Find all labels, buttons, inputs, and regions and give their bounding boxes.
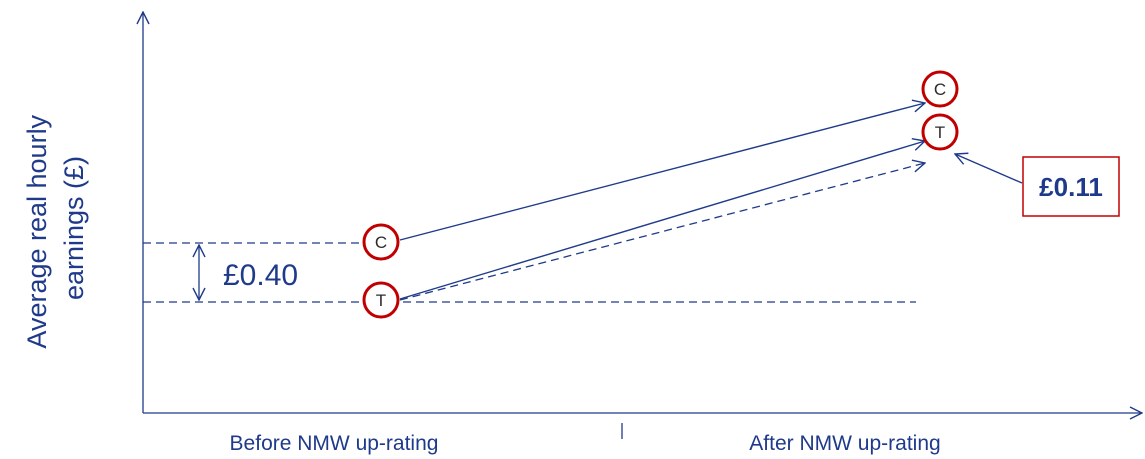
control-trend-line	[399, 103, 925, 241]
treatment-trend-line	[399, 141, 925, 300]
control-before-node: C	[362, 223, 400, 261]
callout-pointer-arrow	[955, 154, 1023, 184]
svg-text:T: T	[376, 291, 386, 310]
treatment-after-node: T	[921, 113, 959, 151]
gap-after-label: £0.11	[1039, 172, 1103, 202]
svg-text:C: C	[375, 233, 387, 252]
svg-text:C: C	[934, 80, 946, 99]
gap-after-callout: £0.11	[1022, 156, 1120, 217]
x-category-after: After NMW up-rating	[749, 432, 940, 455]
treatment-before-node: T	[362, 281, 400, 319]
x-category-before: Before NMW up-rating	[230, 432, 439, 455]
treatment-counterfactual-line	[399, 163, 925, 301]
control-after-node: C	[921, 70, 959, 108]
gap-before-label: £0.40	[223, 259, 298, 292]
y-axis-label: Average real hourly earnings (£)	[22, 107, 89, 348]
svg-text:T: T	[935, 123, 945, 142]
